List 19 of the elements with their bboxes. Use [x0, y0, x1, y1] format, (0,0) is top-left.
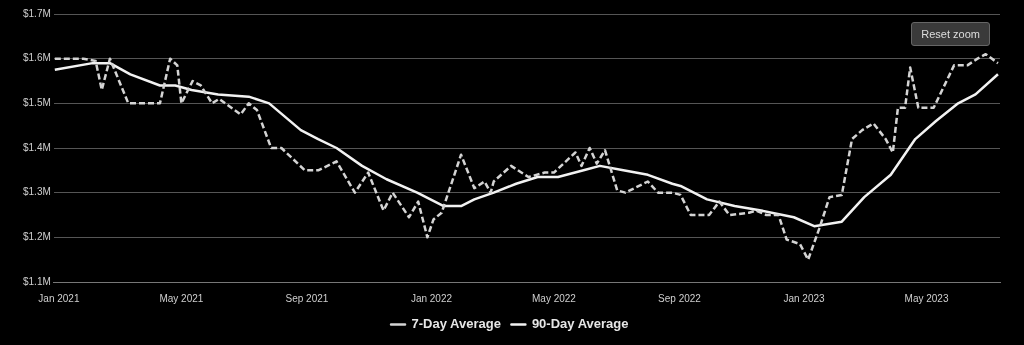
x-tick-label: May 2023 [904, 292, 949, 304]
x-tick-label: Jan 2021 [38, 292, 80, 304]
y-tick-label: $1.7M [23, 7, 51, 19]
x-tick-label: May 2022 [531, 292, 577, 304]
x-tick-label: Jan 2022 [410, 292, 453, 304]
y-tick-label: $1.1M [23, 275, 51, 287]
x-tick-label: Sep 2022 [658, 292, 702, 304]
legend-label: 7-Day Average [411, 316, 501, 332]
y-tick-label: $1.4M [23, 141, 51, 153]
line-series [53, 52, 1000, 261]
y-tick-label: $1.2M [23, 231, 51, 243]
x-tick-label: Jan 2023 [783, 292, 826, 304]
y-tick-label: $1.6M [23, 52, 51, 64]
x-tick-label: Sep 2021 [285, 292, 329, 304]
annotation: Reset zoom [911, 22, 990, 46]
y-tick-label: $1.3M [23, 186, 51, 198]
y-tick-label: $1.5M [23, 97, 51, 109]
legend-label: 90-Day Average [531, 316, 629, 332]
x-tick-label: May 2021 [159, 292, 204, 304]
